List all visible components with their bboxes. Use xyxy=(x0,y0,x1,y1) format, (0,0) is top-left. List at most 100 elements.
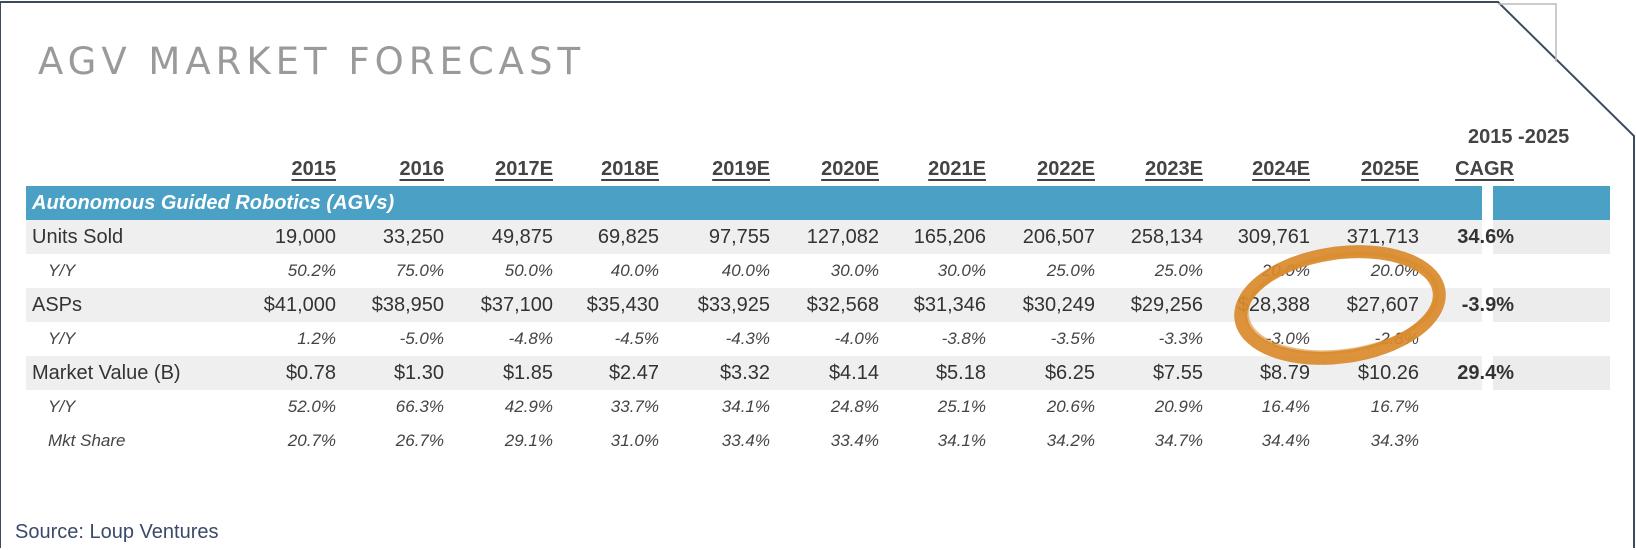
table-cell: -4.0% xyxy=(834,329,879,348)
table-cell: 127,082 xyxy=(806,226,879,248)
table-cell: $33,925 xyxy=(697,294,770,316)
table-cell: $29,256 xyxy=(1130,294,1203,316)
cagr-period-label: 2015 -2025 xyxy=(1468,126,1570,148)
cagr-cell-background xyxy=(1493,356,1610,390)
table-cell: $32,568 xyxy=(806,294,879,316)
table-cell: 29.1% xyxy=(504,431,553,450)
row-label: Market Value (B) xyxy=(32,362,181,384)
table-cell: $6.25 xyxy=(1044,362,1095,384)
column-header-2024e: 2024E xyxy=(1252,158,1310,180)
cagr-cell-background xyxy=(1493,288,1610,322)
table-cell: 20.0% xyxy=(1261,261,1310,280)
table-cell: 25.0% xyxy=(1154,261,1203,280)
column-header-2015: 2015 xyxy=(291,158,337,180)
table-cell: 33,250 xyxy=(382,226,444,248)
table-cell: -3.3% xyxy=(1158,329,1203,348)
column-header-2018e: 2018E xyxy=(601,158,659,180)
table-cell: 50.0% xyxy=(504,261,553,280)
row-label: ASPs xyxy=(32,294,83,316)
table-cell: $1.30 xyxy=(393,362,444,384)
table-cell: 40.0% xyxy=(721,261,770,280)
table-cell: -4.5% xyxy=(614,329,659,348)
source-note: Source: Loup Ventures xyxy=(15,521,219,543)
table-cell: 26.7% xyxy=(395,431,444,450)
column-header-2025e: 2025E xyxy=(1361,158,1419,180)
table-cell: 52.0% xyxy=(287,397,336,416)
table-cell: -3.5% xyxy=(1050,329,1095,348)
cagr-section-cell xyxy=(1493,186,1610,220)
table-row: Mkt Share 20.7% 26.7% 29.1% 31.0% 33.4% 33.4% 3… xyxy=(26,424,1584,458)
table-cell: 165,206 xyxy=(913,226,986,248)
table-cell: 16.4% xyxy=(1261,397,1310,416)
column-header-2016: 2016 xyxy=(399,158,445,180)
row-label: Y/Y xyxy=(48,261,76,280)
table-cell: -4.8% xyxy=(508,329,553,348)
page-title: AGV MARKET FORECAST xyxy=(38,40,586,83)
table-cell: 33.7% xyxy=(610,397,659,416)
table-cell: 34.3% xyxy=(1370,431,1419,450)
table-cell: 33.4% xyxy=(721,431,770,450)
column-header-2023e: 2023E xyxy=(1145,158,1203,180)
table-cell: $41,000 xyxy=(263,294,336,316)
cagr-period-row: 2015 -2025 xyxy=(26,122,1584,152)
table-cell: 30.0% xyxy=(937,261,986,280)
table-row: Y/Y 50.2% 75.0% 50.0% 40.0% 40.0% 30.0% 30.0% 25… xyxy=(26,254,1584,288)
table-cell: 371,713 xyxy=(1346,226,1419,248)
column-header-2017e: 2017E xyxy=(495,158,553,180)
table-cell: 34.1% xyxy=(721,397,770,416)
row-label: Y/Y xyxy=(48,329,76,348)
table-cell: 25.0% xyxy=(1046,261,1095,280)
table-header-row: 2015 2016 2017E 2018E 2019E 2020E 2021E 2022E 20… xyxy=(26,152,1584,186)
table-row: Market Value (B) $0.78 $1.30 $1.85 $2.47 $3.3… xyxy=(26,356,1610,390)
table-cell: $4.14 xyxy=(828,362,879,384)
table-cell: 34.7% xyxy=(1154,431,1203,450)
table-cell: 31.0% xyxy=(610,431,659,450)
table-cell: 50.2% xyxy=(287,261,336,280)
table-cell: 49,875 xyxy=(491,226,553,248)
table-cell: $3.32 xyxy=(719,362,770,384)
table-cell: 75.0% xyxy=(395,261,444,280)
table-cell: $1.85 xyxy=(502,362,553,384)
section-header: Autonomous Guided Robotics (AGVs) xyxy=(26,186,1482,220)
table-cell: 42.9% xyxy=(504,397,553,416)
table-cell: 66.3% xyxy=(395,397,444,416)
table-cell: 206,507 xyxy=(1022,226,1095,248)
table-cell: 20.9% xyxy=(1154,397,1203,416)
table-cell: $2.47 xyxy=(608,362,659,384)
section-title: Autonomous Guided Robotics (AGVs) xyxy=(32,192,395,214)
table-cell: $5.18 xyxy=(935,362,986,384)
table-cell: -3.8% xyxy=(941,329,986,348)
table-cell: 20.7% xyxy=(287,431,336,450)
table-cell: $0.78 xyxy=(285,362,336,384)
table-cell: $27,607 xyxy=(1346,294,1419,316)
cagr-value: 29.4% xyxy=(1457,362,1514,384)
table-cell: $37,100 xyxy=(480,294,553,316)
table-cell: -5.0% xyxy=(399,329,444,348)
table-cell: $30,249 xyxy=(1022,294,1095,316)
table-cell: 20.6% xyxy=(1046,397,1095,416)
column-header-2022e: 2022E xyxy=(1037,158,1095,180)
table-cell: 16.7% xyxy=(1370,397,1419,416)
table-cell: 1.2% xyxy=(297,329,336,348)
cagr-cell-background xyxy=(1493,220,1610,254)
table-cell: 19,000 xyxy=(274,226,336,248)
table-cell: 97,755 xyxy=(708,226,770,248)
table-cell: 24.8% xyxy=(830,397,879,416)
table-cell: 33.4% xyxy=(830,431,879,450)
column-header-2021e: 2021E xyxy=(928,158,986,180)
table-cell: $38,950 xyxy=(371,294,444,316)
table-cell: 34.4% xyxy=(1261,431,1310,450)
row-label: Y/Y xyxy=(48,397,76,416)
table-cell: $7.55 xyxy=(1152,362,1203,384)
table-row: Y/Y 52.0% 66.3% 42.9% 33.7% 34.1% 24.8% 25.1% 20… xyxy=(26,390,1584,424)
table-body: Units Sold 19,000 33,250 49,875 69,825 97,755… xyxy=(26,220,1610,458)
cagr-value: 34.6% xyxy=(1457,226,1514,248)
forecast-table: 2015 -2025 2015 2016 2017E 2018E 2019E 2020E 2… xyxy=(26,122,1610,458)
table-cell: 34.2% xyxy=(1046,431,1095,450)
table-cell: 34.1% xyxy=(937,431,986,450)
table-cell: 309,761 xyxy=(1237,226,1310,248)
column-header-2019e: 2019E xyxy=(712,158,770,180)
cagr-value: -3.9% xyxy=(1461,294,1514,316)
table-row: Units Sold 19,000 33,250 49,875 69,825 97,755… xyxy=(26,220,1610,254)
table-cell: 69,825 xyxy=(597,226,659,248)
